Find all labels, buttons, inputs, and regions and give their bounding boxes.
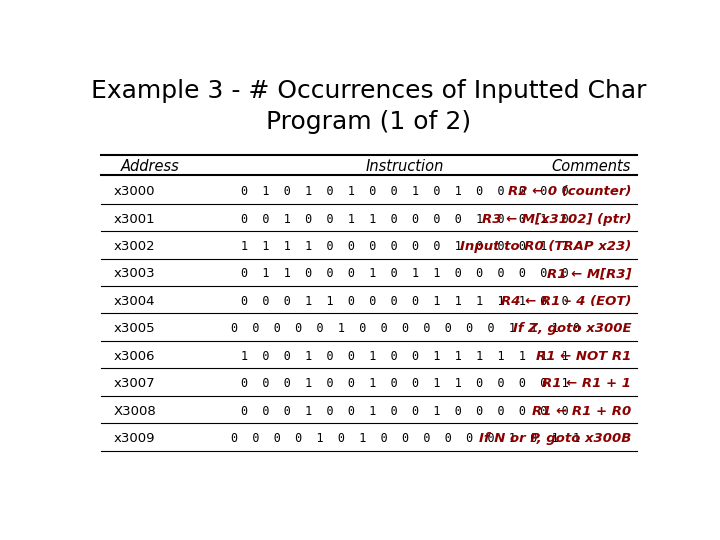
Text: X3008: X3008 bbox=[113, 404, 156, 417]
Text: x3005: x3005 bbox=[114, 322, 156, 335]
Text: 0  1  1  0  0  0  1  0  1  1  0  0  0  0  0  0: 0 1 1 0 0 0 1 0 1 1 0 0 0 0 0 0 bbox=[241, 267, 569, 280]
Text: x3004: x3004 bbox=[114, 295, 156, 308]
Text: 0  0  1  0  0  1  1  0  0  0  0  1  0  0  1  0: 0 0 1 0 0 1 1 0 0 0 0 1 0 0 1 0 bbox=[241, 213, 569, 226]
Text: 0  0  0  1  0  0  1  0  0  1  1  0  0  0  0  1: 0 0 0 1 0 0 1 0 0 1 1 0 0 0 0 1 bbox=[241, 377, 569, 390]
Text: R2 ← 0 (counter): R2 ← 0 (counter) bbox=[508, 185, 631, 198]
Text: Address: Address bbox=[121, 159, 179, 174]
Text: 0  0  0  1  1  0  0  0  0  1  1  1  1  1  0  0: 0 0 0 1 1 0 0 0 0 1 1 1 1 1 0 0 bbox=[241, 295, 569, 308]
Text: x3002: x3002 bbox=[114, 240, 156, 253]
Text: Instruction: Instruction bbox=[366, 159, 444, 174]
Text: R3 ← M[x3102] (ptr): R3 ← M[x3102] (ptr) bbox=[482, 213, 631, 226]
Text: x3000: x3000 bbox=[114, 185, 156, 198]
Text: 1  0  0  1  0  0  1  0  0  1  1  1  1  1  1  1: 1 0 0 1 0 0 1 0 0 1 1 1 1 1 1 1 bbox=[241, 350, 569, 363]
Text: Example 3 - # Occurrences of Inputted Char
Program (1 of 2): Example 3 - # Occurrences of Inputted Ch… bbox=[91, 79, 647, 134]
Text: x3003: x3003 bbox=[114, 267, 156, 280]
Text: R1 ← M[R3]: R1 ← M[R3] bbox=[546, 267, 631, 280]
Text: 0  0  0  0  0  1  0  0  0  0  0  0  0  1  1  1  0: 0 0 0 0 0 1 0 0 0 0 0 0 0 1 1 1 0 bbox=[230, 322, 580, 335]
Text: x3006: x3006 bbox=[114, 350, 156, 363]
Text: R4 ← R1 – 4 (EOT): R4 ← R1 – 4 (EOT) bbox=[501, 295, 631, 308]
Text: R1 ← R1 + 1: R1 ← R1 + 1 bbox=[542, 377, 631, 390]
Text: If Z, goto x300E: If Z, goto x300E bbox=[513, 322, 631, 335]
Text: x3001: x3001 bbox=[114, 213, 156, 226]
Text: 1  1  1  1  0  0  0  0  0  0  1  0  0  0  1  1: 1 1 1 1 0 0 0 0 0 0 1 0 0 0 1 1 bbox=[241, 240, 569, 253]
Text: 0  0  0  0  1  0  1  0  0  0  0  0  0  1  0  1  1: 0 0 0 0 1 0 1 0 0 0 0 0 0 1 0 1 1 bbox=[230, 432, 580, 445]
Text: 0  0  0  1  0  0  1  0  0  1  0  0  0  0  0  0: 0 0 0 1 0 0 1 0 0 1 0 0 0 0 0 0 bbox=[241, 404, 569, 417]
Text: x3007: x3007 bbox=[114, 377, 156, 390]
Text: If N or P, goto x300B: If N or P, goto x300B bbox=[479, 432, 631, 445]
Text: 0  1  0  1  0  1  0  0  1  0  1  0  0  0  0  0: 0 1 0 1 0 1 0 0 1 0 1 0 0 0 0 0 bbox=[241, 185, 569, 198]
Text: Input to R0 (TRAP x23): Input to R0 (TRAP x23) bbox=[460, 240, 631, 253]
Text: R1 ← R1 + R0: R1 ← R1 + R0 bbox=[532, 404, 631, 417]
Text: R1 ← NOT R1: R1 ← NOT R1 bbox=[536, 350, 631, 363]
Text: Comments: Comments bbox=[552, 159, 631, 174]
Text: x3009: x3009 bbox=[114, 432, 156, 445]
